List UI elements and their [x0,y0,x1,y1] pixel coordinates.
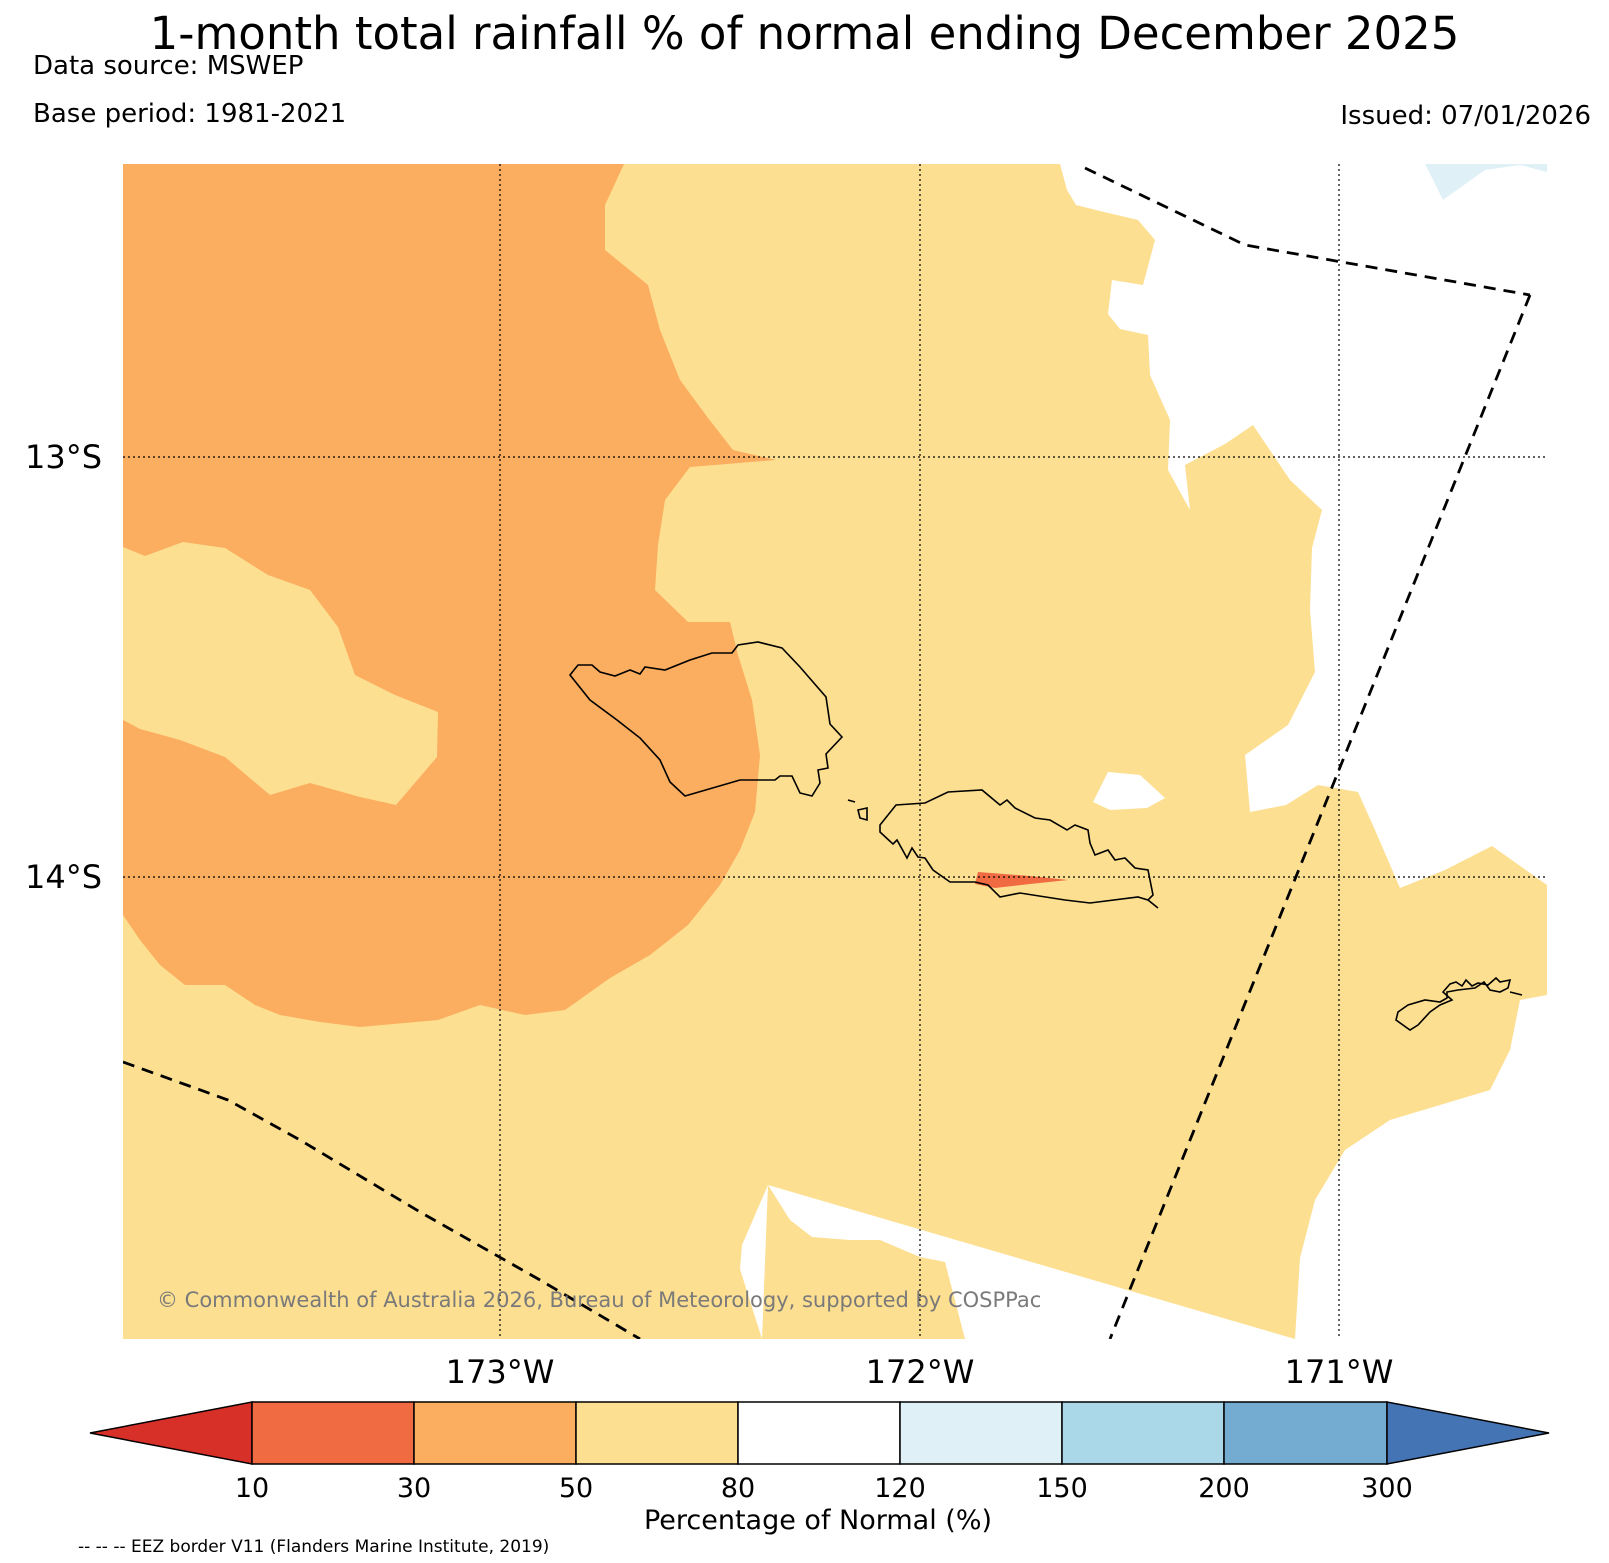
rainfall-region-30-50 [123,164,776,1027]
data-source: Data source: MSWEP [33,51,304,81]
colorbar-ticks: 10 30 50 80 120 150 200 300 [235,1473,1413,1504]
colorbar-tick: 300 [1361,1473,1413,1504]
lon-label-173w: 173°W [446,1353,555,1391]
issued-date: Issued: 07/01/2026 [1340,101,1591,131]
coastline-upolu-tip [1147,899,1159,909]
rainfall-region-80-120-patch [1093,772,1165,810]
lat-label-13s: 13°S [25,438,102,476]
rainfall-region-120-150 [1425,164,1547,200]
map-gridlines [123,164,1547,1339]
colorbar-tick: 80 [721,1473,755,1504]
colorbar-tick: 30 [397,1473,431,1504]
coastline-manono [857,807,868,822]
coastline-tutuila [1395,976,1512,1031]
copyright-note: © Commonwealth of Australia 2026, Bureau… [157,1288,1041,1312]
colorbar-bin-200-300 [1223,1401,1388,1465]
map-title: 1-month total rainfall % of normal endin… [149,7,1460,60]
lon-label-172w: 172°W [866,1353,975,1391]
colorbar-bin-80-120 [737,1401,901,1465]
eez-border-north [1084,166,1531,297]
colorbar-tick: 200 [1198,1473,1250,1504]
colorbar-bin-120-150 [899,1401,1063,1465]
eez-border-southwest [123,1060,641,1339]
coastline-apolima [847,799,856,803]
colorbar-extend-low [89,1401,253,1465]
coastline-upolu [879,789,1154,904]
lon-label-171w: 171°W [1285,1353,1394,1391]
lat-label-14s: 14°S [25,858,102,896]
base-period: Base period: 1981-2021 [33,99,347,129]
eez-border-east [1108,294,1532,1339]
coastline-tutuila-tip [1509,991,1523,996]
colorbar-bin-50-80 [575,1401,739,1465]
rainfall-region-10-30 [975,872,1068,888]
coastlines [568,641,1523,1031]
rainfall-region-50-80-patch [123,542,438,805]
colorbar-extend-high [1386,1401,1550,1465]
rainfall-region-80-120-ne [1060,164,1547,888]
eez-legend-note: -- -- -- EEZ border V11 (Flanders Marine… [78,1537,550,1557]
colorbar-tick: 10 [235,1473,269,1504]
colorbar-bin-150-200 [1061,1401,1225,1465]
map-panel: © Commonwealth of Australia 2026, Bureau… [123,164,1547,1339]
colorbar-tick: 150 [1036,1473,1088,1504]
colorbar-bin-10-30 [251,1401,415,1465]
colorbar [89,1401,1550,1465]
colorbar-bin-30-50 [413,1401,577,1465]
colorbar-tick: 50 [559,1473,593,1504]
rainfall-region-80-120-south [740,995,1547,1339]
colorbar-tick: 120 [874,1473,926,1504]
eez-borders [123,166,1532,1339]
coastline-savaii [568,641,844,797]
colorbar-label: Percentage of Normal (%) [644,1505,992,1536]
